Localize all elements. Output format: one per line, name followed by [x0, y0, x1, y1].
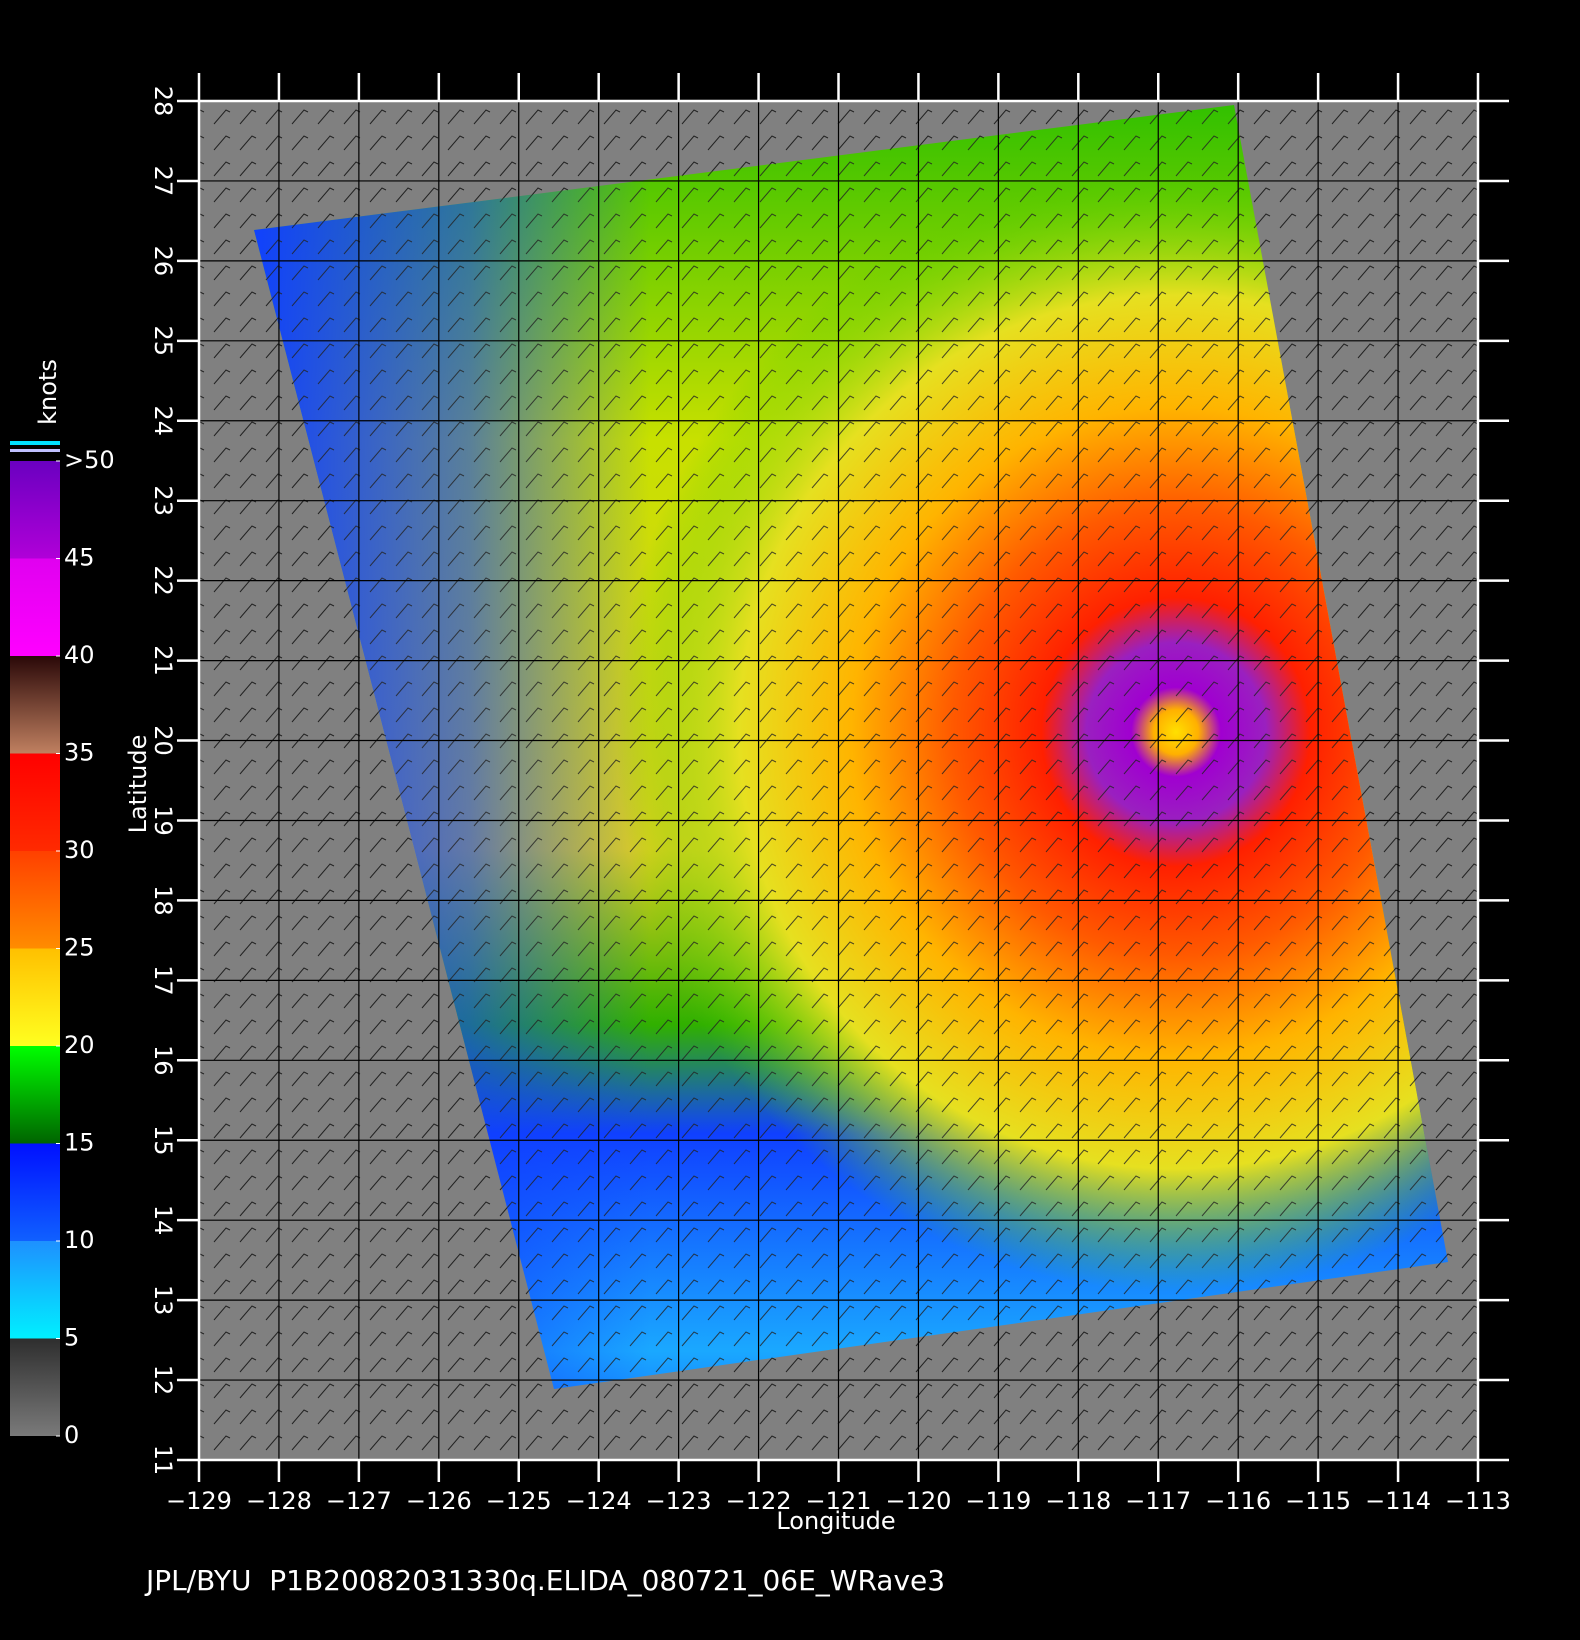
color-segment [10, 1338, 60, 1436]
colorbar-tick-label: 45 [64, 544, 95, 572]
x-tick-label: −113 [1445, 1487, 1511, 1515]
y-tick-label: 17 [149, 965, 177, 996]
y-tick-label: 23 [149, 485, 177, 516]
colorbar-tick-label: 30 [64, 836, 95, 864]
colorbar-tick-label: 10 [64, 1226, 95, 1254]
color-segment [10, 558, 60, 656]
x-tick-label: −122 [726, 1487, 792, 1515]
x-tick-label: −124 [566, 1487, 632, 1515]
footer: JPL/BYU P1B20082031330q.ELIDA_080721_06E… [144, 1564, 945, 1597]
x-tick-label: −117 [1125, 1487, 1191, 1515]
colorbar-label: knots [34, 359, 62, 425]
color-segment [10, 753, 60, 851]
colorbar-cap [10, 449, 60, 452]
y-tick-label: 18 [149, 885, 177, 916]
y-axis-label: Latitude [124, 735, 152, 834]
colorbar-tick-label: 40 [64, 641, 95, 669]
y-tick-label: 22 [149, 565, 177, 596]
y-tick-label: 26 [149, 246, 177, 277]
x-tick-label: −125 [486, 1487, 552, 1515]
color-segment [10, 1046, 60, 1144]
x-tick-label: −114 [1365, 1487, 1431, 1515]
color-segment [10, 851, 60, 949]
color-segment [10, 948, 60, 1046]
colorbar-tick-label: 35 [64, 739, 95, 767]
y-tick-label: 13 [149, 1285, 177, 1316]
axes: −129 −128 −127 −126 −125 −124 −123 −122 −121 −120… [149, 73, 1511, 1515]
y-tick-label: 15 [149, 1125, 177, 1156]
x-tick-label: −120 [885, 1487, 951, 1515]
colorbar-tick-label: >50 [64, 446, 115, 474]
color-segment [10, 656, 60, 754]
y-tick-label: 19 [149, 805, 177, 836]
x-tick-label: −116 [1205, 1487, 1271, 1515]
colorbar-cap [10, 441, 60, 445]
colorbar-tick-label: 25 [64, 934, 95, 962]
x-tick-label: −126 [406, 1487, 472, 1515]
color-segment [10, 1241, 60, 1339]
colorbar-tick-label: 5 [64, 1324, 79, 1352]
x-tick-label: −121 [806, 1487, 872, 1515]
y-tick-label: 11 [149, 1445, 177, 1476]
x-tick-label: −118 [1045, 1487, 1111, 1515]
y-tick-label: 27 [149, 166, 177, 197]
x-tick-label: −119 [965, 1487, 1031, 1515]
x-tick-label: −127 [326, 1487, 392, 1515]
colorbar-tick-label: 20 [64, 1031, 95, 1059]
map-frame [197, 99, 1480, 1462]
colorbar-tick-label: 15 [64, 1129, 95, 1157]
y-tick-label: 14 [149, 1205, 177, 1236]
y-tick-label: 21 [149, 645, 177, 676]
x-tick-label: −115 [1285, 1487, 1351, 1515]
colorbar-tick-label: 0 [64, 1421, 79, 1449]
color-segment [10, 461, 60, 559]
y-tick-label: 28 [149, 86, 177, 117]
x-tick-label: −129 [166, 1487, 232, 1515]
y-tick-label: 16 [149, 1045, 177, 1076]
y-tick-label: 20 [149, 725, 177, 756]
colorbar: 0 5 10 15 20 25 30 35 40 45 >50 [10, 446, 115, 1449]
x-tick-label: −128 [246, 1487, 312, 1515]
y-tick-label: 24 [149, 405, 177, 436]
x-axis-label: Longitude [776, 1507, 895, 1535]
y-tick-label: 12 [149, 1365, 177, 1396]
x-tick-label: −123 [646, 1487, 712, 1515]
color-segment [10, 1143, 60, 1241]
y-tick-label: 25 [149, 326, 177, 357]
